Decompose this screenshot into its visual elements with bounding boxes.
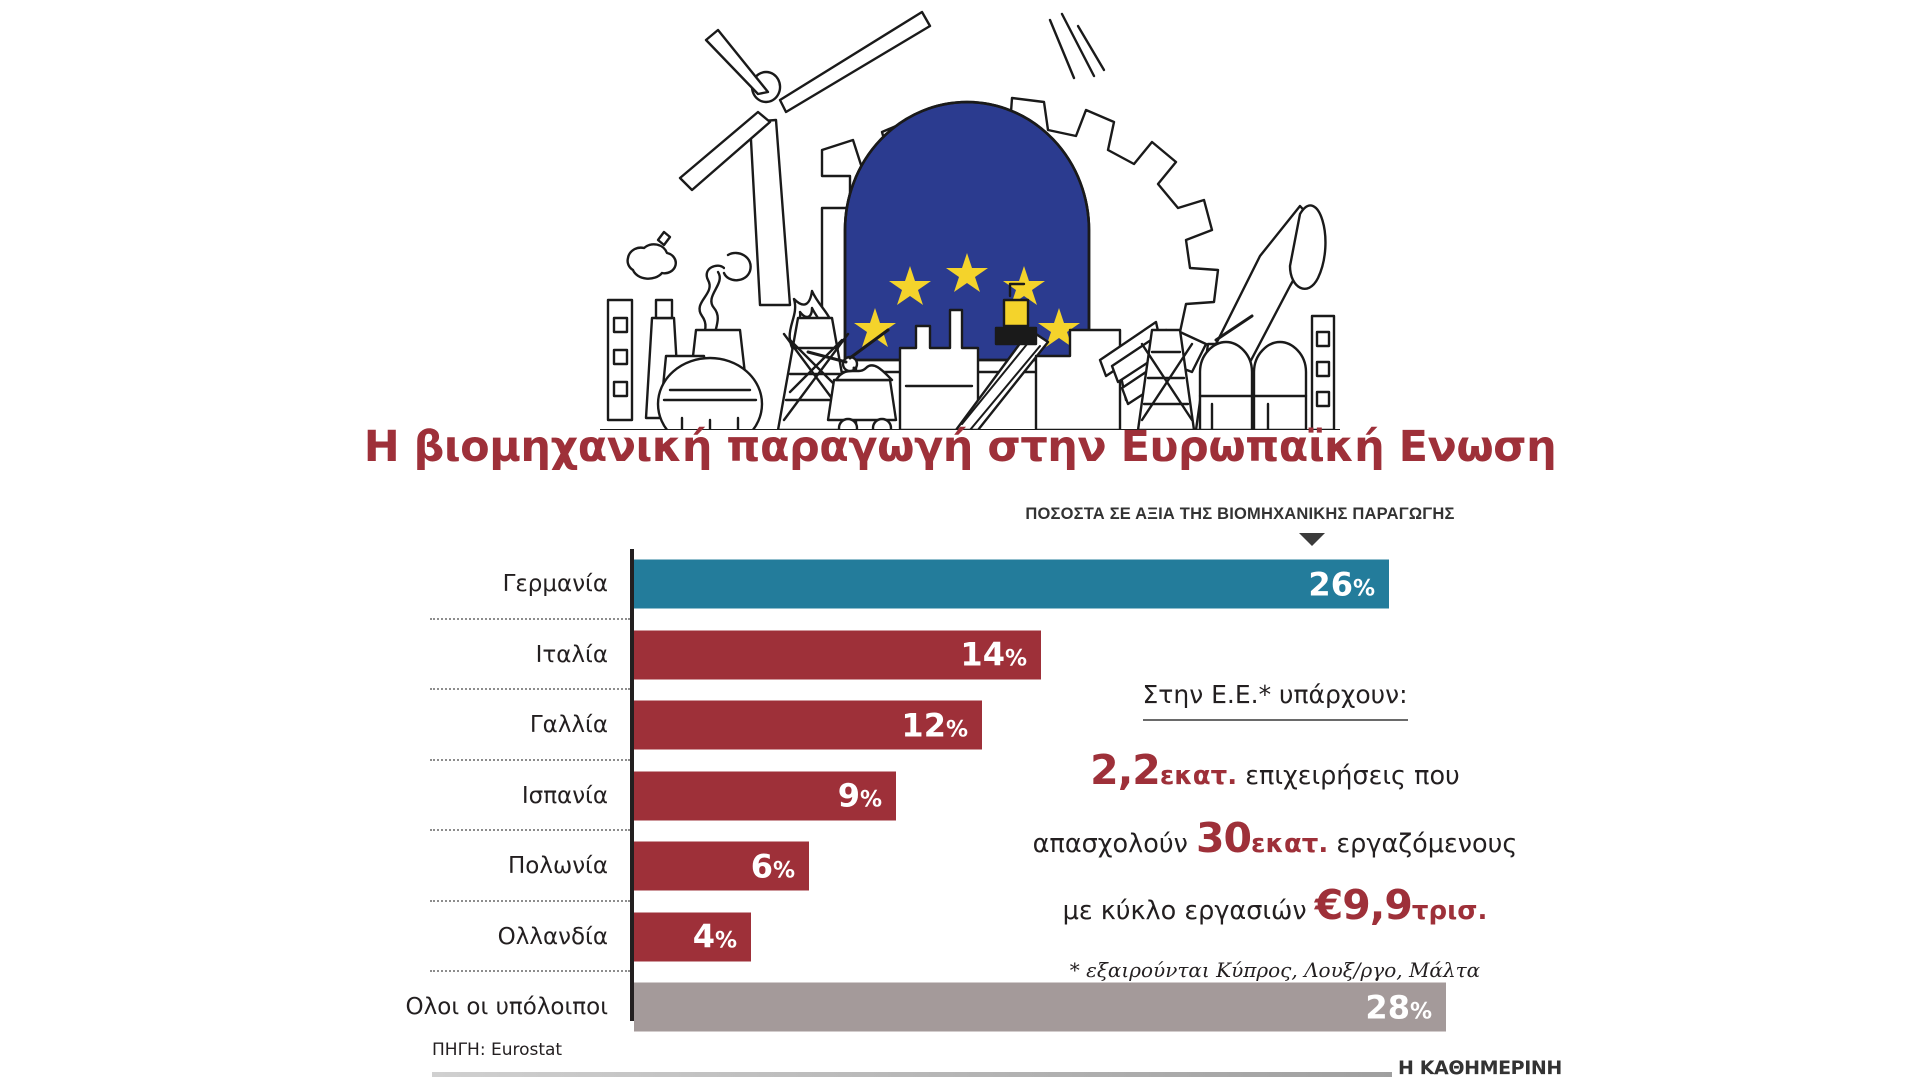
bar: 14% [634, 630, 1041, 680]
row-separator [430, 758, 630, 761]
bar-value-number: 6 [750, 847, 773, 886]
bar-value: 14% [960, 639, 1041, 671]
bar: 12% [634, 700, 982, 750]
bar-label: Γαλλία [529, 712, 608, 739]
bar-row: Ολλανδία 4% [430, 902, 1440, 972]
row-separator [430, 970, 630, 972]
bar-value-percent-sign: % [945, 717, 968, 743]
bar-value: 12% [901, 709, 982, 741]
row-separator [430, 688, 630, 690]
bar-value: 9% [838, 780, 896, 812]
stat-text-enterprises: επιχειρήσεις που [1245, 761, 1460, 791]
bar-label: Γερμανία [502, 571, 608, 598]
bar-row: Πολωνία 6% [430, 831, 1440, 902]
footer-divider [432, 1072, 1392, 1077]
bar-value-number: 26 [1308, 565, 1353, 604]
stat-value-enterprises: 2,2 [1090, 746, 1161, 794]
stat-text-employ-tail: εργαζόμενους [1336, 828, 1518, 859]
bar-label: Πολωνία [507, 853, 608, 880]
chart-subtitle: ΠΟΣΟΣΤΑ ΣΕ ΑΞΙΑ ΤΗΣ ΒΙΟΜΗΧΑΝΙΚΗΣ ΠΑΡΑΓΩΓ… [1025, 505, 1455, 523]
bar-row: Ολοι οι υπόλοιποι 28% [406, 972, 1446, 1043]
bar-value-percent-sign: % [772, 858, 795, 884]
bar-row: Γαλλία 12% [430, 690, 1440, 761]
industrial-scene-illustration [600, 0, 1340, 430]
stat-unit-turnover: τρισ. [1411, 896, 1488, 927]
bar-value-number: 4 [692, 917, 715, 956]
bar: 26% [634, 559, 1389, 609]
stat-text-employ-head: απασχολούν [1032, 828, 1188, 859]
stat-unit-employees: εκατ. [1251, 828, 1329, 859]
bar-value: 6% [751, 850, 809, 882]
bar-label: Ολλανδία [497, 923, 608, 950]
bar-value: 26% [1308, 568, 1389, 600]
stat-line-employees: απασχολούν 30εκατ. εργαζόμενους [1020, 807, 1530, 871]
bar-label: Ισπανία [521, 782, 608, 809]
bar: 9% [634, 771, 896, 821]
bar-value-percent-sign: % [714, 928, 737, 954]
bar-value: 28% [1365, 991, 1446, 1023]
bar-label: Ολοι οι υπόλοιποι [405, 994, 608, 1021]
bar-row: Ισπανία 9% [430, 761, 1440, 831]
bar-value-percent-sign: % [1004, 646, 1027, 672]
stats-panel: Στην Ε.Ε.* υπάρχουν: 2,2εκατ. επιχειρήσε… [1020, 680, 1530, 982]
bar-value-number: 12 [901, 706, 946, 745]
chart-rows: Γερμανία 26% Ιταλία 14% Γαλλία 12% Ισπανία 9% Πο… [406, 549, 1446, 1043]
triangle-pointer-icon [1299, 533, 1325, 546]
bar-value-percent-sign: % [859, 787, 882, 813]
stat-text-turnover-head: με κύκλο εργασιών [1062, 896, 1307, 927]
bar-label: Ιταλία [535, 641, 608, 668]
stats-panel-heading: Στην Ε.Ε.* υπάρχουν: [1142, 680, 1408, 721]
stat-unit-enterprises: εκατ. [1159, 761, 1238, 791]
row-separator [430, 829, 630, 831]
bar-value-number: 28 [1365, 988, 1410, 1027]
bar-value-percent-sign: % [1409, 999, 1432, 1025]
bar-chart: Γερμανία 26% Ιταλία 14% Γαλλία 12% Ισπανία 9% Πο… [406, 549, 1446, 1032]
bar-value: 4% [693, 921, 751, 953]
bar-value-number: 9 [837, 776, 860, 815]
stat-line-turnover: με κύκλο εργασιών €9,9τρισ. [1020, 874, 1530, 938]
row-separator [430, 617, 630, 620]
page-title: Η βιομηχανική παραγωγή στην Ευρωπαϊκή Εν… [363, 422, 1557, 472]
bar-value-percent-sign: % [1352, 576, 1375, 602]
bar-row: Γερμανία 26% [430, 549, 1440, 620]
footnote-excluded-countries: * εξαιρούνται Κύπρος, Λουξ/ργο, Μάλτα [1069, 957, 1481, 982]
bar: 28% [634, 982, 1446, 1032]
bar-row: Ιταλία 14% [430, 620, 1440, 690]
stat-value-employees: 30 [1195, 813, 1252, 862]
publisher-brand: Η ΚΑΘΗΜΕΡΙΝΗ [1398, 1057, 1562, 1079]
chart-axis-line [630, 549, 634, 1021]
bar: 4% [634, 912, 751, 962]
stat-value-turnover: €9,9 [1314, 881, 1413, 930]
stat-line-enterprises: 2,2εκατ. επιχειρήσεις που [1020, 739, 1530, 803]
bar-value-number: 14 [960, 635, 1005, 674]
source-label: ΠΗΓΗ: Eurostat [432, 1040, 563, 1060]
bar: 6% [634, 841, 809, 891]
row-separator [430, 899, 630, 902]
